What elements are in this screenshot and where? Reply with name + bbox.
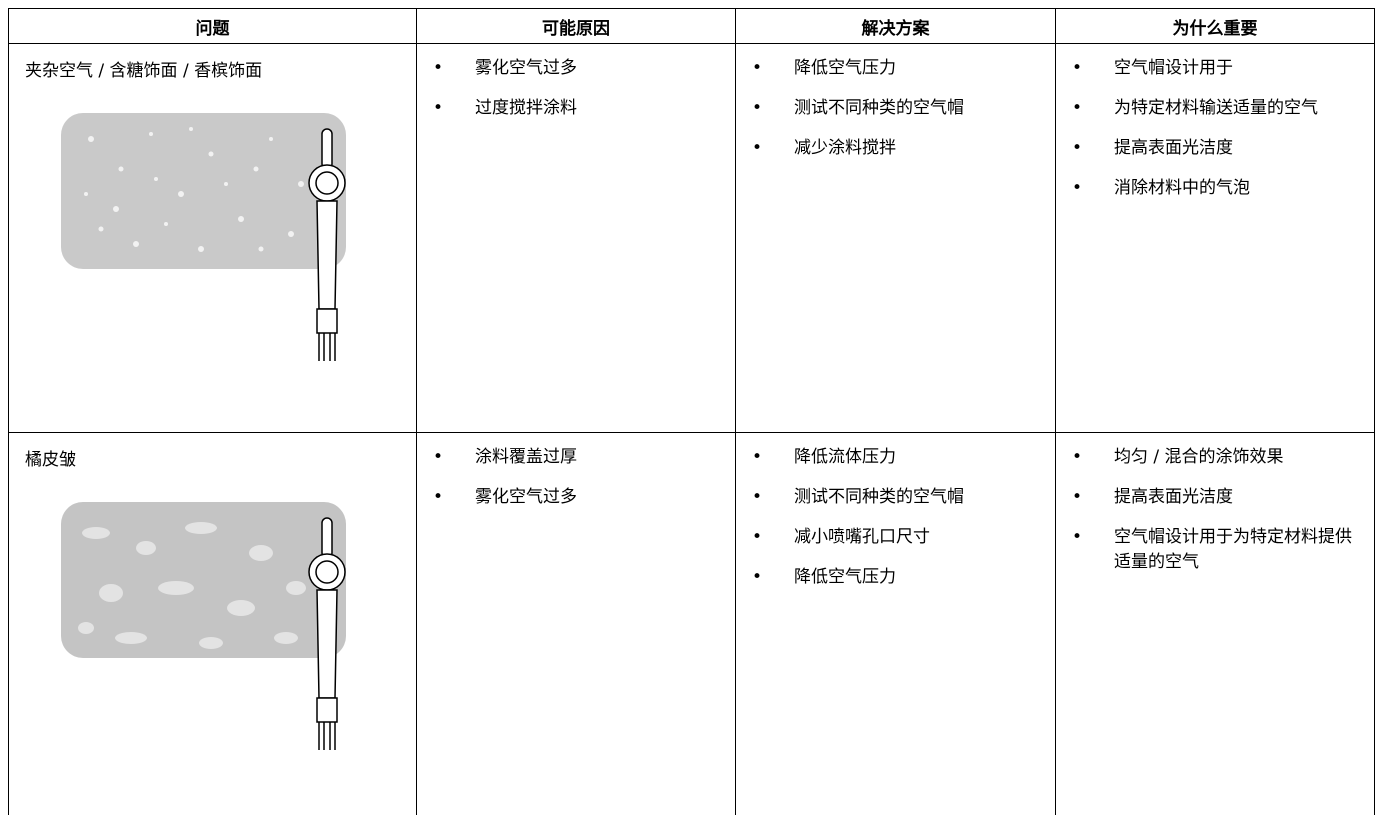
reasons-list: 均匀 / 混合的涂饰效果提高表面光洁度空气帽设计用于为特定材料提供适量的空气 xyxy=(1056,433,1374,575)
list-item: 减少涂料搅拌 xyxy=(736,136,1045,161)
solutions-cell: 降低流体压力测试不同种类的空气帽减小喷嘴孔口尺寸降低空气压力 xyxy=(735,432,1056,815)
troubleshooting-table: 问题 可能原因 解决方案 为什么重要 夹杂空气 / 含糖饰面 / 香槟饰面 xyxy=(8,8,1375,815)
spray-gun xyxy=(308,128,346,361)
list-item: 测试不同种类的空气帽 xyxy=(736,96,1045,121)
reasons-cell: 均匀 / 混合的涂饰效果提高表面光洁度空气帽设计用于为特定材料提供适量的空气 xyxy=(1055,432,1375,815)
problem-text: 橘皮皱 xyxy=(25,450,76,470)
causes-cell: 涂料覆盖过厚雾化空气过多 xyxy=(416,432,736,815)
list-item: 过度搅拌涂料 xyxy=(417,96,725,121)
list-item: 空气帽设计用于 xyxy=(1056,56,1364,81)
table-row: 夹杂空气 / 含糖饰面 / 香槟饰面 雾化空 xyxy=(8,43,1375,433)
list-item: 雾化空气过多 xyxy=(417,56,725,81)
orange-peel-texture xyxy=(78,522,306,649)
list-item: 提高表面光洁度 xyxy=(1056,136,1364,161)
illustration xyxy=(61,502,346,750)
panel xyxy=(61,502,346,658)
list-item: 涂料覆盖过厚 xyxy=(417,445,725,470)
illustration xyxy=(61,113,346,361)
problem-text: 夹杂空气 / 含糖饰面 / 香槟饰面 xyxy=(25,61,263,81)
causes-cell: 雾化空气过多过度搅拌涂料 xyxy=(416,43,736,433)
table-row: 橘皮皱 涂料覆盖过厚雾化空气过多 降低流体压力测试不同种类 xyxy=(8,432,1375,815)
solutions-list: 降低空气压力测试不同种类的空气帽减少涂料搅拌 xyxy=(736,44,1055,161)
problem-cell: 橘皮皱 xyxy=(8,432,417,815)
list-item: 测试不同种类的空气帽 xyxy=(736,485,1045,510)
causes-list: 涂料覆盖过厚雾化空气过多 xyxy=(417,433,735,510)
list-item: 降低空气压力 xyxy=(736,56,1045,81)
list-item: 消除材料中的气泡 xyxy=(1056,176,1364,201)
air-bubbles xyxy=(84,127,304,252)
solutions-list: 降低流体压力测试不同种类的空气帽减小喷嘴孔口尺寸降低空气压力 xyxy=(736,433,1055,590)
problem-cell: 夹杂空气 / 含糖饰面 / 香槟饰面 xyxy=(8,43,417,433)
reasons-list: 空气帽设计用于为特定材料输送适量的空气提高表面光洁度消除材料中的气泡 xyxy=(1056,44,1374,201)
list-item: 提高表面光洁度 xyxy=(1056,485,1364,510)
list-item: 雾化空气过多 xyxy=(417,485,725,510)
list-item: 均匀 / 混合的涂饰效果 xyxy=(1056,445,1364,470)
header-cell: 为什么重要 xyxy=(1055,8,1375,44)
header-cell: 可能原因 xyxy=(416,8,736,44)
header-cell: 问题 xyxy=(8,8,417,44)
list-item: 降低流体压力 xyxy=(736,445,1045,470)
list-item: 空气帽设计用于为特定材料提供适量的空气 xyxy=(1056,525,1364,575)
causes-list: 雾化空气过多过度搅拌涂料 xyxy=(417,44,735,121)
list-item: 减小喷嘴孔口尺寸 xyxy=(736,525,1045,550)
header-row: 问题 可能原因 解决方案 为什么重要 xyxy=(8,8,1375,44)
solutions-cell: 降低空气压力测试不同种类的空气帽减少涂料搅拌 xyxy=(735,43,1056,433)
spray-gun xyxy=(308,517,346,750)
reasons-cell: 空气帽设计用于为特定材料输送适量的空气提高表面光洁度消除材料中的气泡 xyxy=(1055,43,1375,433)
panel xyxy=(61,113,346,269)
list-item: 为特定材料输送适量的空气 xyxy=(1056,96,1364,121)
header-cell: 解决方案 xyxy=(735,8,1056,44)
list-item: 降低空气压力 xyxy=(736,565,1045,590)
